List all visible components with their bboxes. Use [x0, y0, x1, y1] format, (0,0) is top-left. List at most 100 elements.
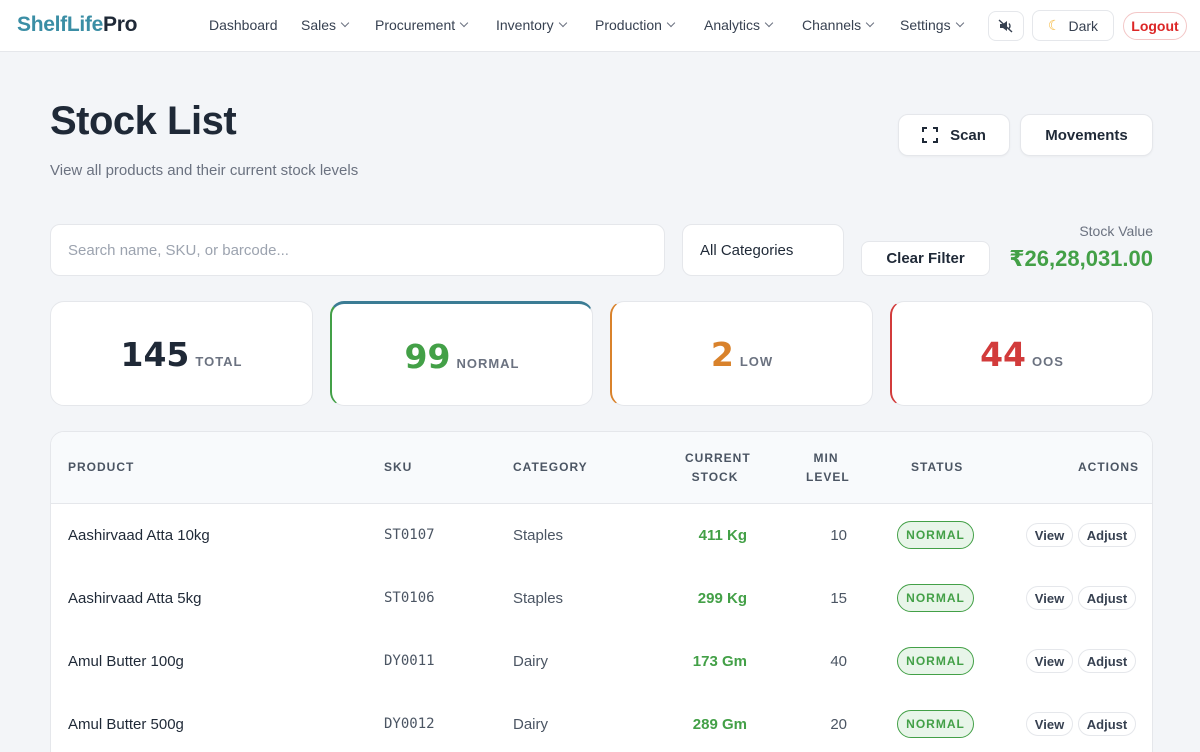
stat-normal-label: NORMAL: [456, 356, 520, 371]
logout-button[interactable]: Logout: [1123, 12, 1187, 40]
speaker-icon: [998, 19, 1013, 33]
nav-item-analytics[interactable]: Analytics: [704, 17, 774, 33]
nav-item-label: Inventory: [496, 17, 554, 33]
column-header-current-stock[interactable]: CURRENT STOCK: [685, 449, 750, 487]
stat-low-label: LOW: [739, 354, 774, 369]
table-header: PRODUCT SKU CATEGORY CURRENT STOCK MIN L…: [51, 432, 1152, 504]
chevron-down-icon: [955, 18, 964, 28]
column-header-status: STATUS: [911, 460, 964, 474]
column-header-actions: ACTIONS: [1078, 460, 1139, 474]
chevron-down-icon: [459, 18, 469, 28]
stock-table: PRODUCT SKU CATEGORY CURRENT STOCK MIN L…: [50, 431, 1153, 752]
table-row[interactable]: Aashirvaad Atta 5kg ST0106 Staples 299 K…: [51, 567, 1152, 630]
min-level: 20: [830, 716, 847, 733]
table-row[interactable]: Amul Butter 100g DY0011 Dairy 173 Gm 40 …: [51, 630, 1152, 693]
chevron-down-icon: [764, 18, 774, 28]
adjust-button[interactable]: Adjust: [1078, 523, 1136, 547]
column-header-sku[interactable]: SKU: [384, 460, 413, 474]
stat-oos-value: 44: [980, 335, 1027, 374]
nav-item-sales[interactable]: Sales: [301, 17, 350, 33]
min-level: 15: [830, 590, 847, 607]
product-category: Dairy: [513, 716, 549, 733]
column-header-line: MIN: [813, 451, 839, 465]
view-button[interactable]: View: [1026, 523, 1073, 547]
product-name: Amul Butter 500g: [68, 716, 184, 733]
movements-button[interactable]: Movements: [1020, 114, 1153, 156]
category-select-value: All Categories: [700, 241, 794, 259]
clear-filter-button[interactable]: Clear Filter: [861, 241, 990, 276]
status-badge: NORMAL: [897, 521, 974, 549]
chevron-down-icon: [865, 18, 875, 28]
view-button[interactable]: View: [1026, 586, 1073, 610]
column-header-line: STOCK: [691, 470, 739, 484]
column-header-category[interactable]: CATEGORY: [513, 460, 588, 474]
nav-item-dashboard[interactable]: Dashboard: [209, 17, 278, 33]
min-level: 40: [830, 653, 847, 670]
page-title: Stock List: [50, 99, 237, 143]
stat-card-oos[interactable]: 44 OOS: [890, 301, 1153, 406]
stat-card-normal[interactable]: 99 NORMAL: [330, 301, 593, 406]
min-level: 10: [830, 527, 847, 544]
nav-item-label: Sales: [301, 17, 337, 33]
dark-mode-button[interactable]: ☾ Dark: [1032, 10, 1114, 41]
product-sku: DY0012: [384, 716, 435, 732]
nav-item-channels[interactable]: Channels: [802, 17, 875, 33]
stat-total-label: TOTAL: [195, 354, 243, 369]
view-button[interactable]: View: [1026, 649, 1073, 673]
current-stock: 173 Gm: [692, 653, 747, 670]
scan-button[interactable]: Scan: [898, 114, 1010, 156]
product-sku: ST0107: [384, 527, 435, 543]
moon-icon: ☾: [1047, 17, 1061, 33]
column-header-line: LEVEL: [806, 470, 850, 484]
status-badge: NORMAL: [897, 647, 974, 675]
nav-item-procurement[interactable]: Procurement: [375, 17, 469, 33]
status-badge: NORMAL: [897, 584, 974, 612]
nav-item-settings[interactable]: Settings: [900, 17, 964, 33]
table-row[interactable]: Amul Butter 500g DY0012 Dairy 289 Gm 20 …: [51, 693, 1152, 752]
stat-card-low[interactable]: 2 LOW: [610, 301, 873, 406]
scan-icon: [922, 127, 939, 143]
stock-value-amount: ₹26,28,031.00: [1009, 246, 1153, 271]
view-button[interactable]: View: [1026, 712, 1073, 736]
top-navbar: ShelfLifePro Dashboard Sales Procurement…: [0, 0, 1200, 52]
nav-item-label: Dashboard: [209, 17, 278, 33]
adjust-button[interactable]: Adjust: [1078, 649, 1136, 673]
product-sku: ST0106: [384, 590, 435, 606]
column-header-min-level[interactable]: MIN LEVEL: [806, 449, 850, 487]
status-badge: NORMAL: [897, 710, 974, 738]
adjust-button[interactable]: Adjust: [1078, 712, 1136, 736]
chevron-down-icon: [558, 18, 567, 28]
product-sku: DY0011: [384, 653, 435, 669]
chevron-down-icon: [666, 18, 676, 28]
product-category: Staples: [513, 590, 564, 607]
scan-label: Scan: [950, 126, 986, 144]
product-category: Staples: [513, 527, 564, 544]
current-stock: 299 Kg: [697, 590, 747, 607]
search-input[interactable]: [50, 224, 665, 276]
product-name: Aashirvaad Atta 5kg: [68, 590, 202, 607]
stat-card-total[interactable]: 145 TOTAL: [50, 301, 313, 406]
nav-item-label: Settings: [900, 17, 951, 33]
stock-value-label: Stock Value: [1079, 223, 1153, 239]
category-select[interactable]: All Categories: [682, 224, 844, 276]
column-header-product[interactable]: PRODUCT: [68, 460, 135, 474]
movements-label: Movements: [1045, 126, 1128, 144]
logout-label: Logout: [1131, 18, 1179, 34]
page-subtitle: View all products and their current stoc…: [50, 162, 359, 179]
current-stock: 289 Gm: [692, 716, 747, 733]
current-stock: 411 Kg: [698, 527, 747, 544]
brand-logo[interactable]: ShelfLifePro: [17, 13, 137, 37]
stat-oos-label: OOS: [1032, 354, 1064, 369]
nav-item-production[interactable]: Production: [595, 17, 676, 33]
product-name: Amul Butter 100g: [68, 653, 184, 670]
brand-name-part1: ShelfLife: [17, 13, 103, 36]
nav-item-label: Analytics: [704, 17, 761, 33]
adjust-button[interactable]: Adjust: [1078, 586, 1136, 610]
chevron-down-icon: [340, 18, 350, 28]
nav-item-label: Procurement: [375, 17, 456, 33]
table-row[interactable]: Aashirvaad Atta 10kg ST0107 Staples 411 …: [51, 504, 1152, 567]
brand-name-part2: Pro: [102, 13, 138, 36]
nav-item-label: Channels: [802, 17, 862, 33]
sound-toggle-button[interactable]: [988, 11, 1024, 41]
nav-item-inventory[interactable]: Inventory: [496, 17, 567, 33]
